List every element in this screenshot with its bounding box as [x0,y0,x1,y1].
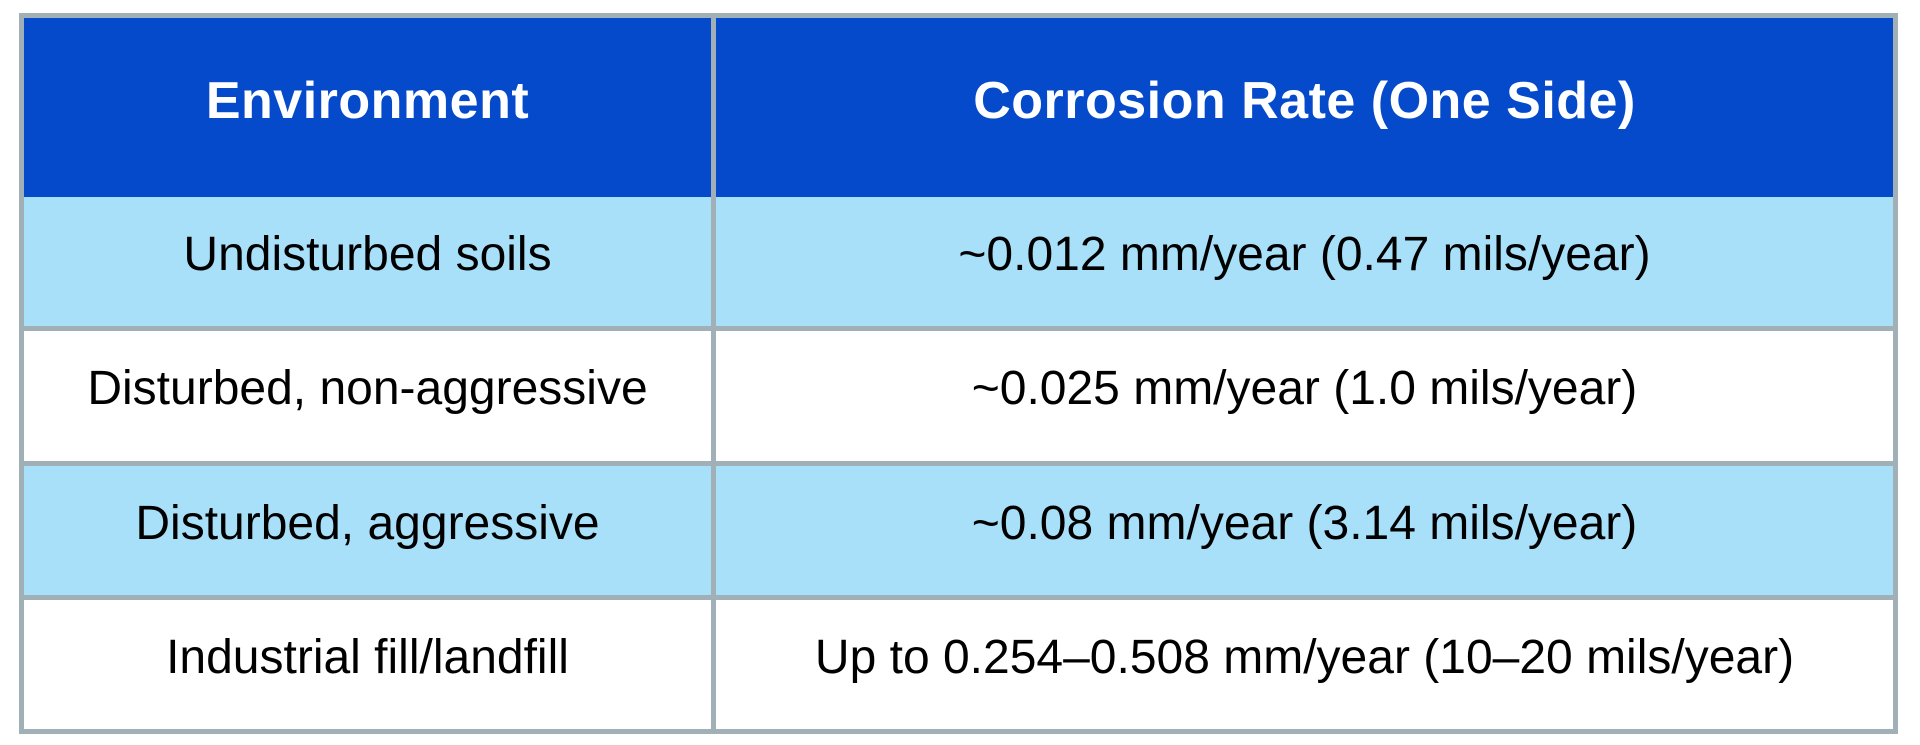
table-row: Disturbed, non-aggressive ~0.025 mm/year… [24,326,1893,461]
cell-corrosion-rate: ~0.08 mm/year (3.14 mils/year) [971,496,1638,550]
cell-environment: Industrial fill/landfill [24,599,716,729]
table-row: Disturbed, aggressive ~0.08 mm/year (3.1… [24,460,1893,595]
cell-corrosion-rate: ~0.012 mm/year (0.47 mils/year) [958,228,1651,282]
corrosion-rate-table: Environment Corrosion Rate (One Side) Un… [19,13,1898,734]
table-row: Industrial fill/landfill Up to 0.254–0.5… [24,594,1893,729]
cell-environment: Undisturbed soils [24,197,716,327]
cell-environment: Disturbed, non-aggressive [24,331,716,461]
header-cell-environment: Environment [24,18,716,197]
table-row: Undisturbed soils ~0.012 mm/year (0.47 m… [24,197,1893,327]
cell-corrosion-rate: ~0.025 mm/year (1.0 mils/year) [971,362,1638,416]
table-header-row: Environment Corrosion Rate (One Side) [24,18,1893,197]
cell-corrosion-rate: Up to 0.254–0.508 mm/year (10–20 mils/ye… [814,630,1795,684]
cell-environment: Disturbed, aggressive [24,465,716,595]
header-cell-corrosion-rate: Corrosion Rate (One Side) [973,71,1636,130]
